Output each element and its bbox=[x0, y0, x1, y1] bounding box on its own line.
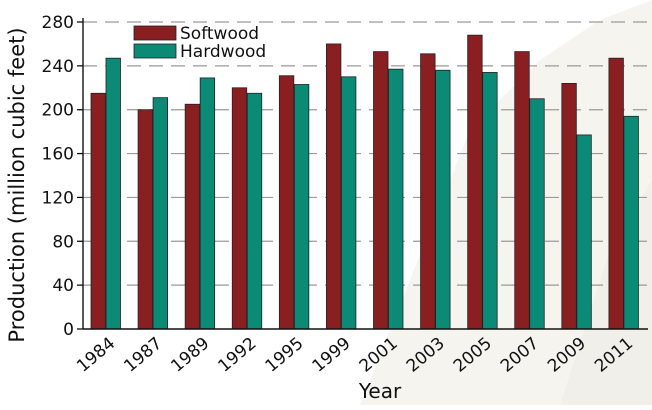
y-tick-label: 280 bbox=[42, 13, 74, 33]
x-axis-label: Year bbox=[358, 379, 402, 403]
bar-softwood-1987 bbox=[137, 109, 153, 330]
y-tick-label: 240 bbox=[42, 57, 74, 77]
bars bbox=[90, 34, 639, 330]
x-tick-label: 1987 bbox=[120, 334, 166, 377]
bar-hardwood-2001 bbox=[388, 68, 404, 330]
bar-hardwood-2007 bbox=[529, 98, 545, 330]
y-tick-label: 40 bbox=[52, 276, 74, 296]
legend-label-hardwood: Hardwood bbox=[180, 42, 266, 62]
bar-hardwood-2011 bbox=[623, 115, 639, 330]
y-tick-label: 200 bbox=[42, 101, 74, 121]
bar-hardwood-2009 bbox=[576, 134, 592, 330]
bar-hardwood-2003 bbox=[435, 69, 451, 330]
bar-hardwood-2005 bbox=[482, 72, 498, 330]
legend-swatch-softwood bbox=[133, 25, 177, 41]
gridlines bbox=[83, 21, 648, 286]
y-tick-label: 120 bbox=[42, 188, 74, 208]
bar-hardwood-1992 bbox=[246, 92, 263, 330]
bar-softwood-1989 bbox=[184, 103, 201, 330]
bar-hardwood-1987 bbox=[152, 97, 168, 330]
legend-label-softwood: Softwood bbox=[180, 24, 259, 44]
y-tick-labels: 0 40 80 120 160 200 240 280 bbox=[42, 13, 74, 340]
x-tick-label: 1984 bbox=[73, 334, 119, 377]
bar-softwood-2007 bbox=[514, 51, 530, 330]
bar-hardwood-1995 bbox=[293, 84, 310, 330]
bar-hardwood-1989 bbox=[199, 77, 216, 330]
axes bbox=[77, 18, 648, 330]
watermark bbox=[360, 0, 652, 405]
bar-softwood-2009 bbox=[561, 83, 577, 330]
bar-softwood-2005 bbox=[467, 34, 483, 330]
bar-hardwood-1999 bbox=[341, 76, 357, 330]
x-tick-label: 1995 bbox=[262, 334, 308, 377]
legend-swatch-hardwood bbox=[133, 43, 177, 59]
bar-softwood-1984 bbox=[90, 92, 106, 330]
x-tick-label: 1989 bbox=[167, 334, 213, 377]
bar-softwood-2003 bbox=[420, 53, 436, 330]
bar-hardwood-1984 bbox=[105, 57, 121, 330]
x-tick-label: 1999 bbox=[309, 334, 355, 377]
x-tick-label: 1992 bbox=[214, 334, 260, 377]
y-tick-label: 0 bbox=[63, 320, 74, 340]
bar-softwood-2001 bbox=[373, 51, 389, 330]
y-tick-label: 160 bbox=[42, 145, 74, 165]
y-tick-label: 80 bbox=[52, 232, 74, 252]
bar-softwood-1995 bbox=[278, 75, 295, 330]
bar-softwood-1992 bbox=[231, 87, 248, 330]
y-axis-label: Production (million cubic feet) bbox=[5, 27, 29, 342]
bar-softwood-1999 bbox=[326, 43, 342, 330]
bar-softwood-2011 bbox=[608, 57, 624, 330]
